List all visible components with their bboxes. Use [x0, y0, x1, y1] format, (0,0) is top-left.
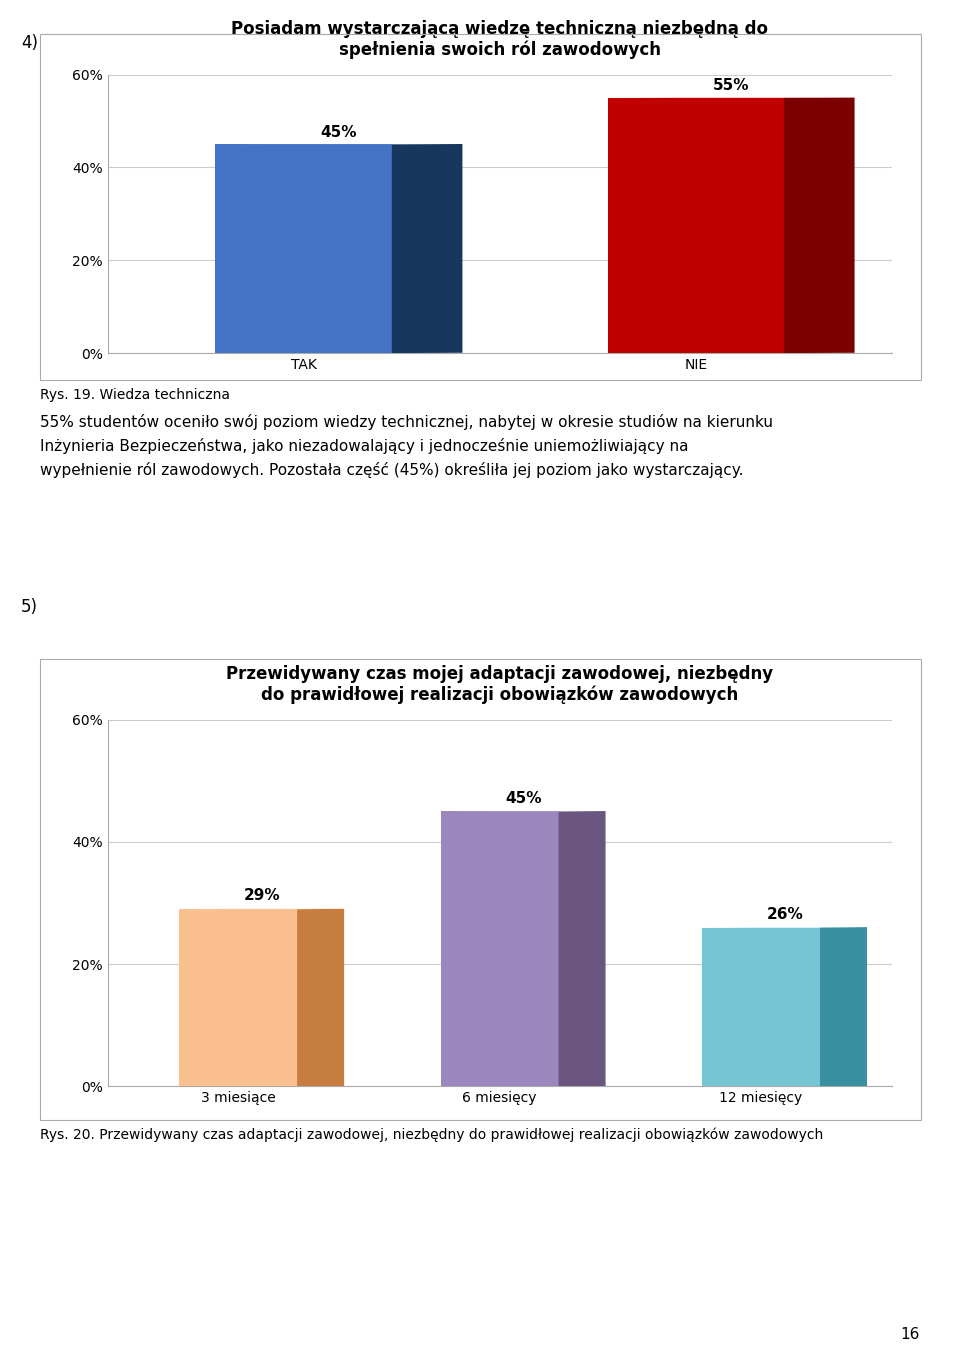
Text: 55%: 55%	[713, 79, 750, 94]
Text: 5): 5)	[21, 598, 38, 615]
Polygon shape	[703, 928, 820, 1086]
Polygon shape	[215, 144, 392, 353]
Polygon shape	[180, 910, 297, 1086]
Title: Przewidywany czas mojej adaptacji zawodowej, niezbędny
do prawidłowej realizacji: Przewidywany czas mojej adaptacji zawodo…	[227, 665, 773, 705]
Polygon shape	[559, 811, 606, 1086]
Text: 26%: 26%	[766, 907, 803, 922]
Polygon shape	[820, 928, 867, 1086]
Title: Posiadam wystarczającą wiedzę techniczną niezbędną do
spełnienia swoich ról zawo: Posiadam wystarczającą wiedzę techniczną…	[231, 20, 768, 60]
Text: 4): 4)	[21, 34, 38, 52]
Text: 55% studentów oceniło swój poziom wiedzy technicznej, nabytej w okresie studiów : 55% studentów oceniło swój poziom wiedzy…	[40, 414, 774, 478]
Polygon shape	[784, 98, 854, 353]
Text: Rys. 20. Przewidywany czas adaptacji zawodowej, niezbędny do prawidłowej realiza: Rys. 20. Przewidywany czas adaptacji zaw…	[40, 1127, 824, 1142]
Text: 45%: 45%	[321, 125, 357, 140]
Polygon shape	[441, 811, 559, 1086]
Polygon shape	[392, 144, 463, 353]
Polygon shape	[608, 98, 784, 353]
Polygon shape	[297, 909, 344, 1086]
Text: Rys. 19. Wiedza techniczna: Rys. 19. Wiedza techniczna	[40, 388, 230, 402]
Text: 45%: 45%	[505, 790, 541, 805]
Text: 29%: 29%	[244, 888, 280, 903]
Text: 16: 16	[900, 1327, 920, 1342]
